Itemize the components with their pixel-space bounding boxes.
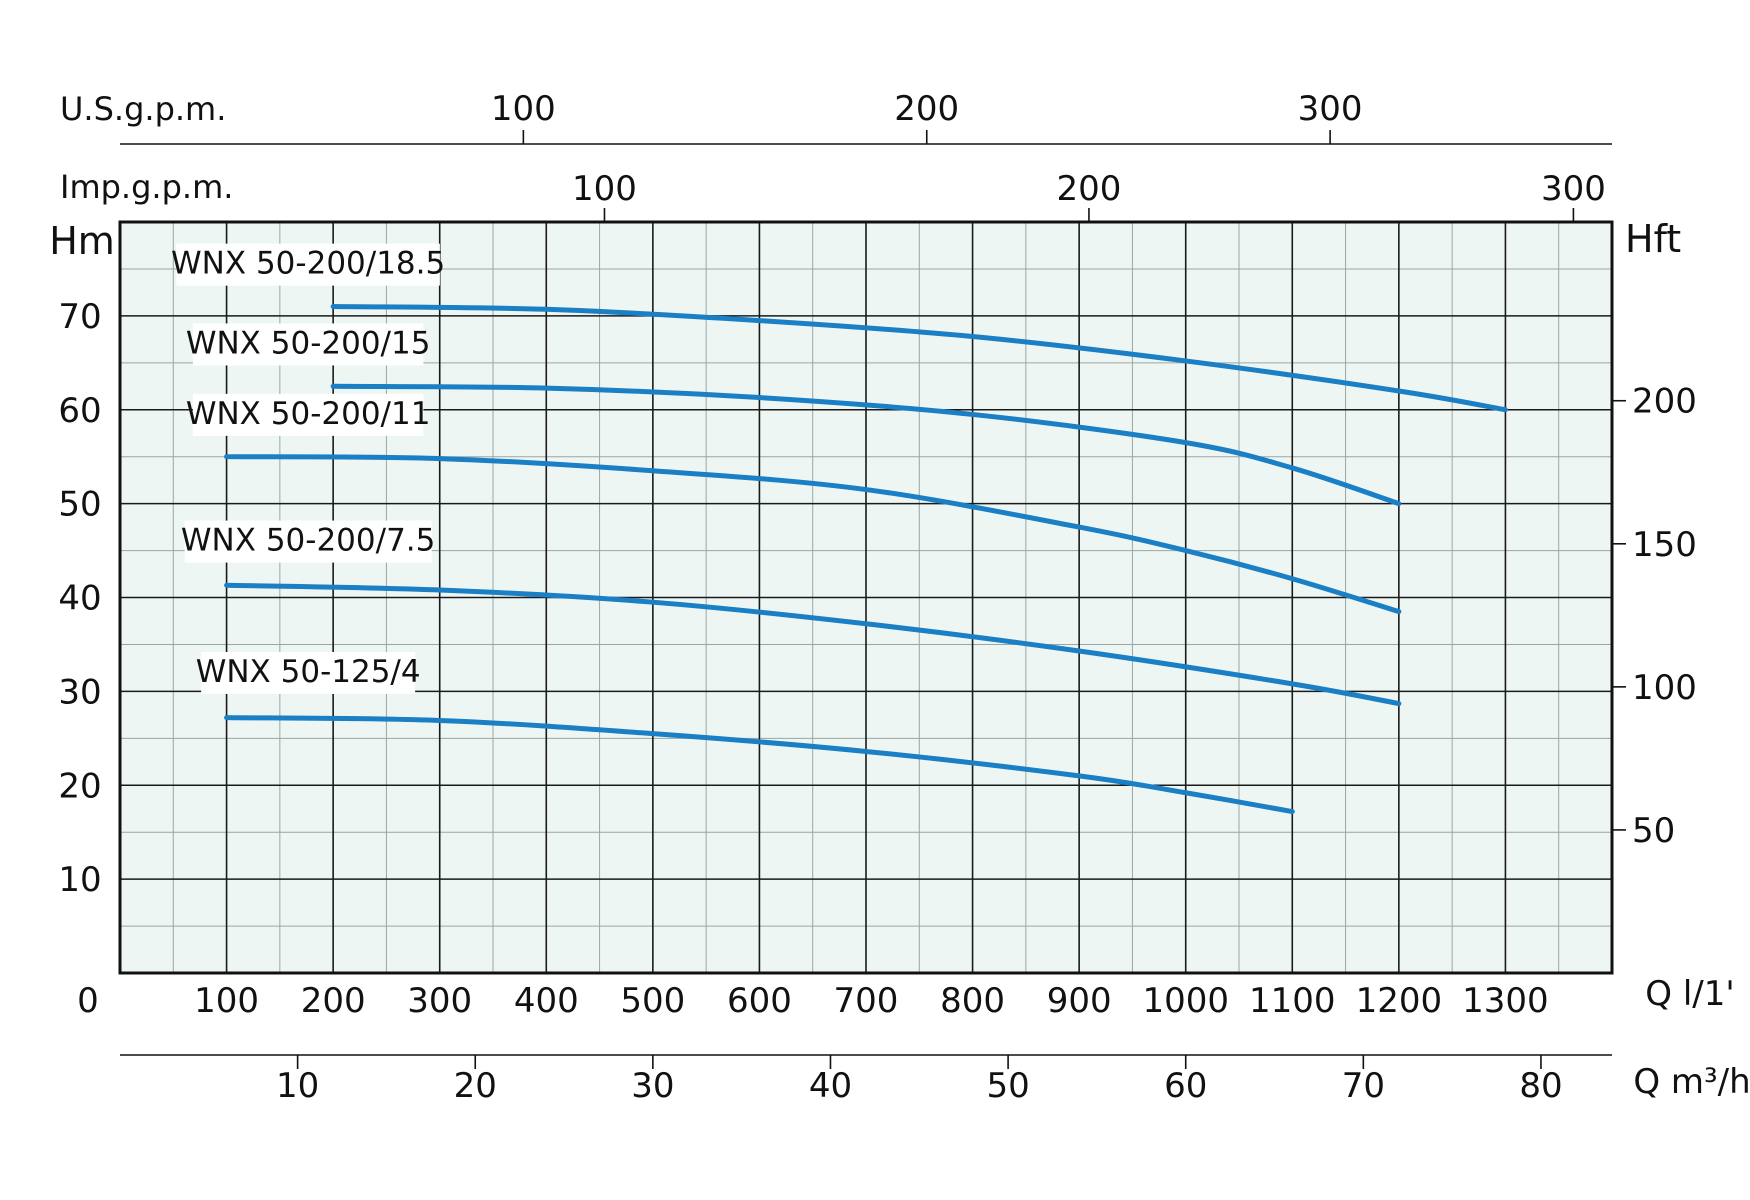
y2-tick-label: 150: [1632, 525, 1697, 565]
series-label-bg: [184, 520, 432, 563]
y-tick-label: 40: [58, 579, 101, 619]
y-tick-label: 60: [58, 391, 101, 431]
m3h-tick-label: 30: [631, 1066, 674, 1106]
x-axis-unit: Q l/1': [1645, 974, 1734, 1014]
impgpm-tick-label: 300: [1541, 169, 1606, 209]
x-tick-label: 500: [620, 981, 685, 1021]
series-label-bg: [192, 393, 424, 436]
y2-tick-label: 50: [1632, 811, 1675, 851]
series-label-bg: [192, 323, 424, 366]
y2-tick-label: 200: [1632, 382, 1697, 422]
x-tick-label: 400: [514, 981, 579, 1021]
series-line-5: [224, 715, 1295, 815]
usgpm-tick-label: 200: [894, 89, 959, 129]
usgpm-tick-label: 100: [491, 89, 556, 129]
series-line-3: [224, 454, 1402, 615]
series-line-2: [330, 383, 1402, 507]
y-tick-label: 10: [58, 860, 101, 900]
y-tick-label: 30: [58, 672, 101, 712]
x-tick-label: 700: [834, 981, 899, 1021]
x-tick-label: 1200: [1356, 981, 1443, 1021]
series-line-4: [224, 582, 1402, 707]
y2-tick-label: 100: [1632, 668, 1697, 708]
y2-axis-unit: Hft: [1625, 217, 1681, 261]
m3h-tick-label: 70: [1342, 1066, 1385, 1106]
impgpm-tick-label: 200: [1056, 169, 1121, 209]
x-tick-label: 200: [301, 981, 366, 1021]
x-tick-label: 0: [77, 981, 99, 1021]
series-label-bg: [176, 243, 440, 286]
m3h-tick-label: 10: [276, 1066, 319, 1106]
y-tick-label: 70: [58, 297, 101, 337]
series-label-bg: [201, 651, 416, 694]
m3h-tick-label: 50: [986, 1066, 1029, 1106]
m3h-axis-unit: Q m³/h: [1633, 1062, 1750, 1102]
m3h-tick-label: 80: [1519, 1066, 1562, 1106]
x-tick-label: 900: [1047, 981, 1112, 1021]
m3h-tick-label: 60: [1164, 1066, 1207, 1106]
x-tick-label: 800: [940, 981, 1005, 1021]
m3h-tick-label: 20: [454, 1066, 497, 1106]
impgpm-tick-label: 100: [572, 169, 637, 209]
x-tick-label: 600: [727, 981, 792, 1021]
x-tick-label: 1100: [1249, 981, 1336, 1021]
y-axis-unit: Hm: [49, 219, 115, 263]
y-tick-label: 50: [58, 485, 101, 525]
plot-frame: [118, 220, 1614, 975]
series-label: WNX 50-200/11: [186, 396, 431, 432]
x-tick-label: 1300: [1462, 981, 1549, 1021]
series-line-1: [330, 303, 1508, 413]
m3h-tick-label: 40: [809, 1066, 852, 1106]
series-label: WNX 50-200/7.5: [181, 523, 435, 559]
impgpm-axis-unit: Imp.g.p.m.: [60, 168, 233, 206]
series-label: WNX 50-200/15: [186, 325, 431, 361]
x-tick-label: 100: [194, 981, 259, 1021]
series-label: WNX 50-125/4: [196, 654, 421, 690]
y-tick-label: 20: [58, 766, 101, 806]
series-label: WNX 50-200/18.5: [171, 246, 445, 282]
x-tick-label: 300: [407, 981, 472, 1021]
usgpm-axis-unit: U.S.g.p.m.: [60, 90, 226, 128]
usgpm-tick-label: 300: [1298, 89, 1363, 129]
x-tick-label: 1000: [1142, 981, 1229, 1021]
